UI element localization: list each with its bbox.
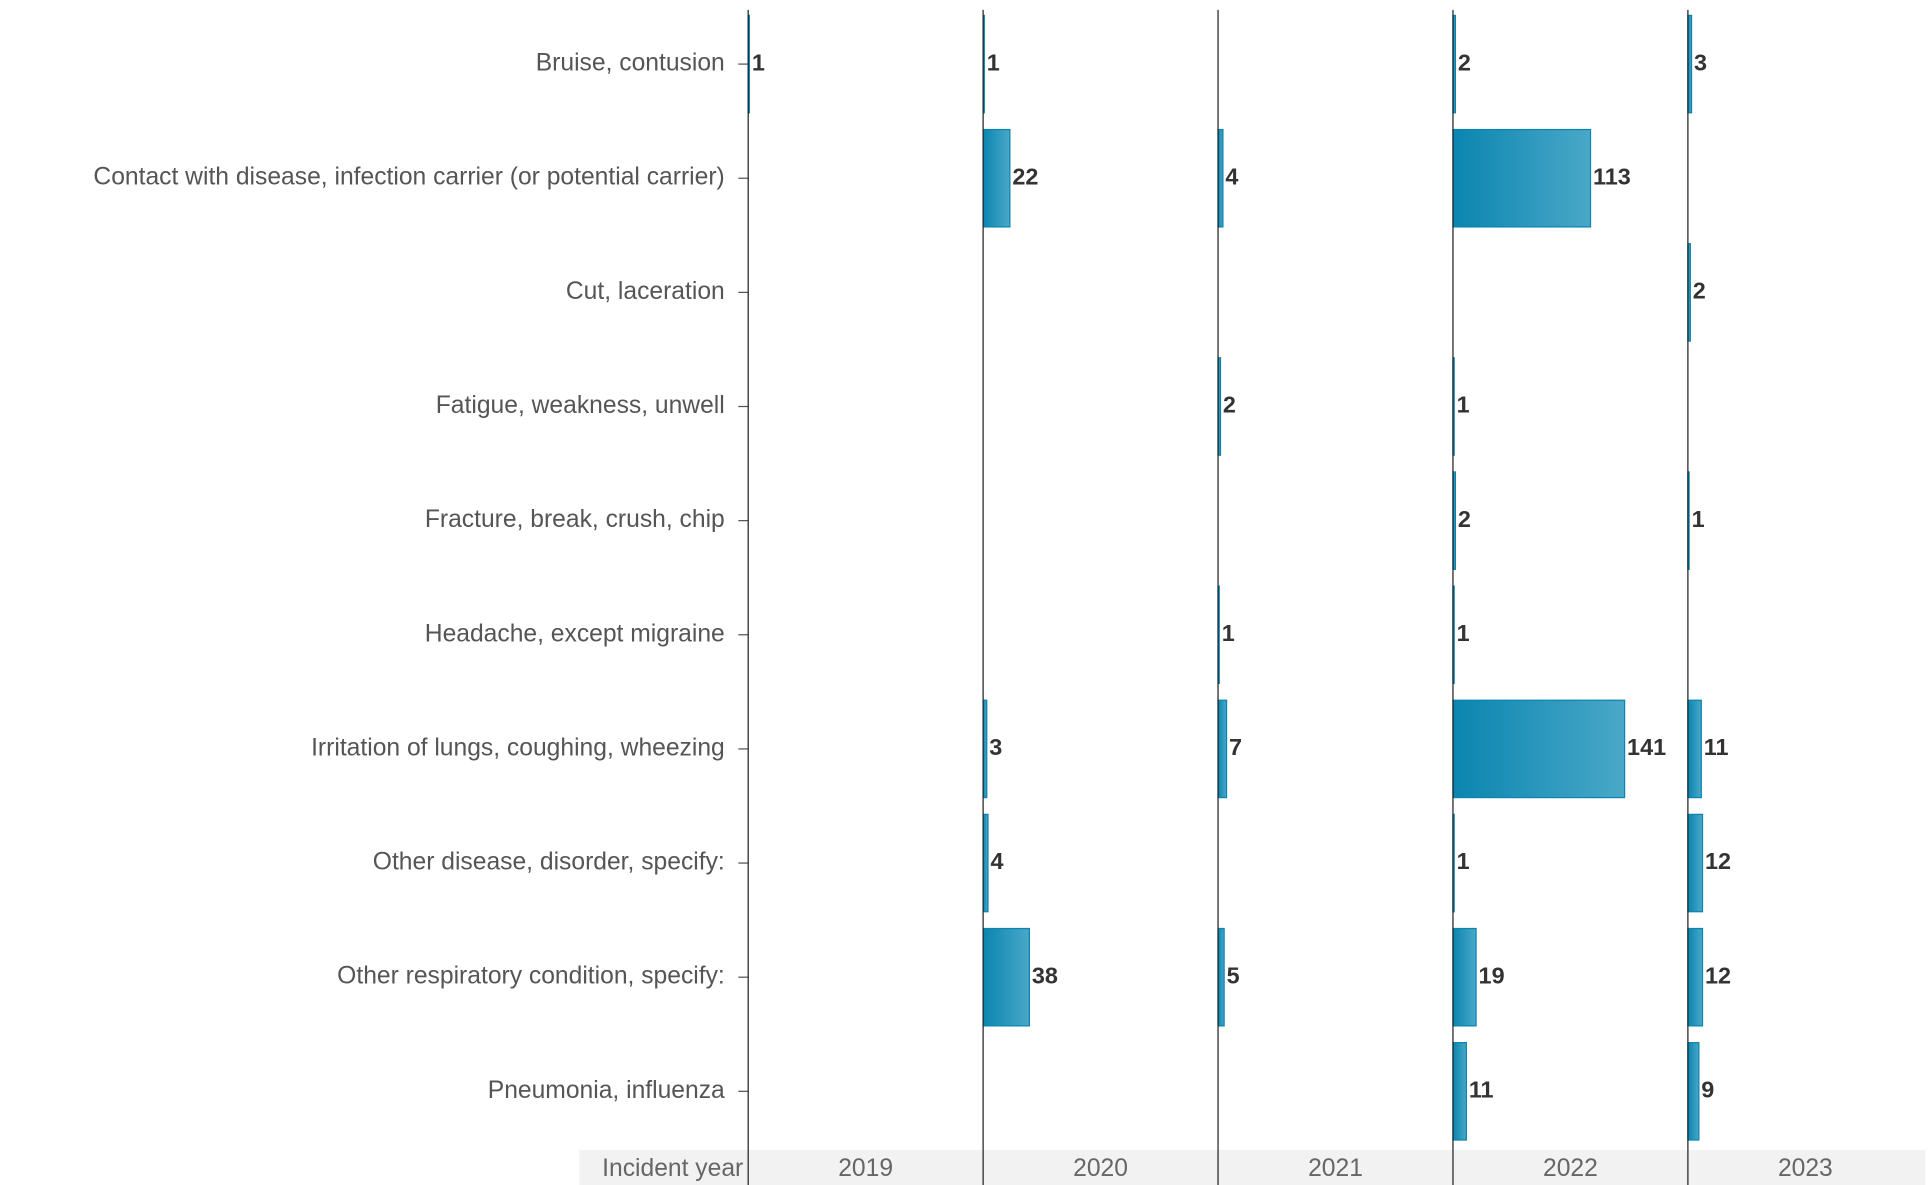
category-label: Pneumonia, influenza: [488, 1077, 725, 1104]
category-label: Headache, except migraine: [425, 620, 725, 647]
bar: [1217, 128, 1224, 228]
bar: [1687, 813, 1704, 913]
value-label: 2: [1458, 506, 1471, 532]
value-label: 12: [1705, 962, 1731, 988]
bar: [1217, 927, 1225, 1027]
value-label: 19: [1479, 962, 1505, 988]
panel-header: 2021: [1308, 1155, 1363, 1182]
value-label: 4: [990, 848, 1003, 874]
category-label: Irritation of lungs, coughing, wheezing: [311, 734, 725, 761]
value-label: 1: [987, 49, 1000, 75]
value-label: 1: [1457, 848, 1470, 874]
value-label: 9: [1701, 1077, 1714, 1103]
value-label: 22: [1012, 163, 1038, 189]
panel-header: 2020: [1073, 1155, 1128, 1182]
value-label: 2: [1223, 392, 1236, 418]
header-band: [579, 1149, 1926, 1185]
value-label: 12: [1705, 848, 1731, 874]
bar: [982, 927, 1030, 1027]
value-label: 11: [1469, 1077, 1494, 1103]
value-label: 5: [1227, 962, 1240, 988]
value-label: 1: [752, 49, 765, 75]
panel-header: 2019: [838, 1155, 893, 1182]
category-label: Other disease, disorder, specify:: [373, 849, 725, 876]
bar: [1452, 128, 1592, 228]
category-label: Contact with disease, infection carrier …: [93, 164, 724, 191]
category-label: Other respiratory condition, specify:: [337, 963, 725, 990]
value-label: 1: [1222, 620, 1235, 646]
category-label: Bruise, contusion: [536, 50, 725, 77]
bar: [1452, 1042, 1467, 1141]
value-label: 113: [1593, 163, 1631, 189]
value-label: 7: [1229, 734, 1242, 760]
bar: [1687, 1042, 1700, 1141]
bar: [1217, 699, 1228, 799]
bar: [982, 813, 989, 913]
value-label: 2: [1458, 49, 1471, 75]
value-label: 1: [1692, 506, 1705, 532]
bar: [1452, 927, 1477, 1027]
panel-header: 2022: [1543, 1155, 1598, 1182]
value-label: 11: [1704, 734, 1729, 760]
category-label: Cut, laceration: [566, 278, 725, 305]
category-label: Fatigue, weakness, unwell: [436, 392, 725, 419]
bar: [1687, 699, 1702, 799]
value-label: 141: [1627, 734, 1666, 760]
bar: [1687, 927, 1704, 1027]
bar: [1452, 699, 1626, 799]
value-label: 1: [1457, 620, 1470, 646]
panel-header: 2023: [1778, 1155, 1833, 1182]
bar: [982, 128, 1011, 228]
value-label: 38: [1032, 962, 1058, 988]
value-label: 2: [1693, 278, 1706, 304]
value-label: 1: [1457, 392, 1470, 418]
value-label: 4: [1225, 163, 1238, 189]
x-axis-label: Incident year: [602, 1155, 743, 1182]
value-label: 3: [989, 734, 1002, 760]
category-label: Fracture, break, crush, chip: [425, 506, 725, 533]
value-label: 3: [1694, 49, 1707, 75]
